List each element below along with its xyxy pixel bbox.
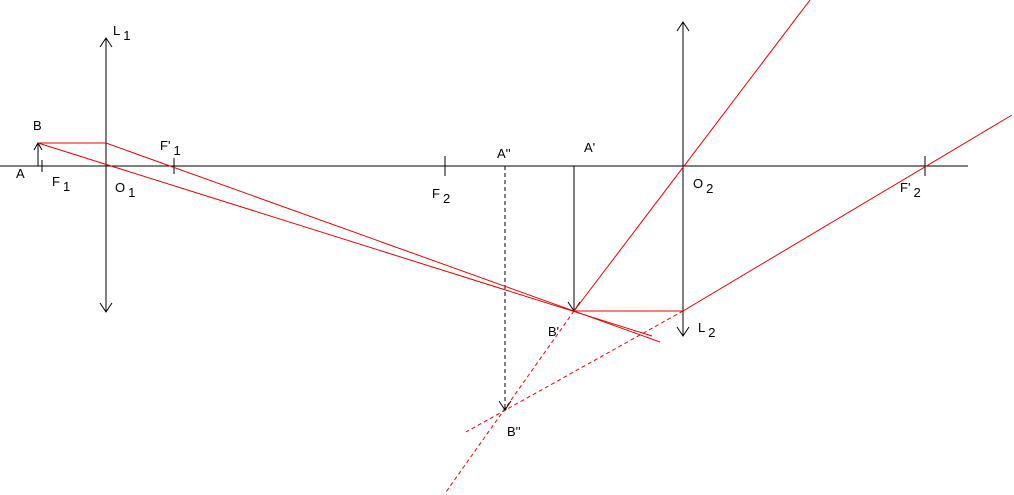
label-sub: 2 <box>913 185 920 200</box>
label-main: F' <box>900 180 910 195</box>
object-ab <box>33 141 43 166</box>
point-label: F' 1 <box>160 138 181 158</box>
label-sub: 1 <box>173 143 180 158</box>
label-main: O <box>693 176 703 191</box>
point-label: B <box>33 118 42 133</box>
point-label: A' <box>584 140 595 155</box>
point-label: A <box>16 166 25 181</box>
label-main: L <box>113 23 120 38</box>
point-label: B'' <box>507 424 521 439</box>
point-label: F' 2 <box>900 180 921 200</box>
image-a1b1 <box>567 166 581 312</box>
lens-l1 <box>99 37 113 313</box>
label-main: A <box>16 166 25 181</box>
point-b2 <box>503 407 507 411</box>
ray-virtual-1 <box>465 310 684 433</box>
label-main: B'' <box>507 424 521 439</box>
label-sub: 1 <box>63 179 70 194</box>
ray-virtual-2 <box>445 310 575 493</box>
label-sub: 2 <box>706 181 713 196</box>
lens-l2 <box>676 21 690 337</box>
ray-out-2 <box>573 0 811 312</box>
label-sub: 1 <box>123 28 130 43</box>
label-sub: 2 <box>443 191 450 206</box>
point-label: B' <box>548 324 559 339</box>
focal-ticks <box>41 156 926 176</box>
label-main: F' <box>160 138 170 153</box>
ray-out-1 <box>574 114 1013 312</box>
label-main: L <box>698 320 705 335</box>
ray-parallel <box>38 142 661 343</box>
label-main: F <box>52 174 60 189</box>
point-label: A'' <box>497 146 511 161</box>
label-sub: 1 <box>128 185 135 200</box>
label-main: A' <box>584 140 595 155</box>
label-main: F <box>432 186 440 201</box>
label-main: A'' <box>497 146 511 161</box>
label-main: O <box>115 180 125 195</box>
label-sub: 2 <box>708 325 715 340</box>
label-main: B <box>33 118 42 133</box>
ray-center <box>37 142 653 337</box>
label-main: B' <box>548 324 559 339</box>
